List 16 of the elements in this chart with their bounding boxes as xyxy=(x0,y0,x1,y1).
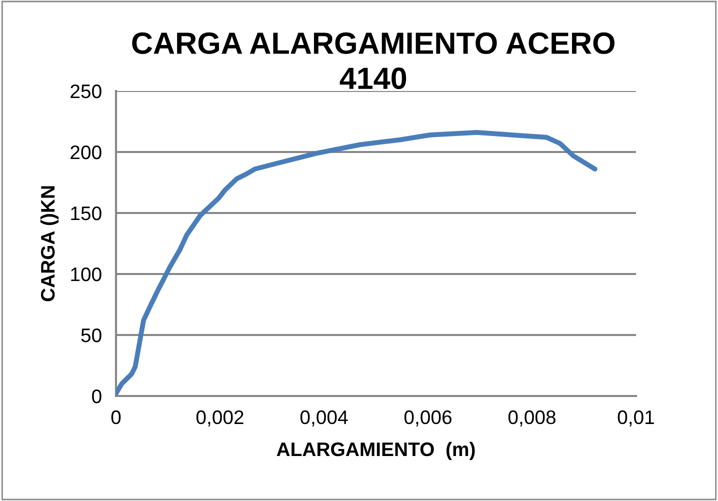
x-tick-label: 0,008 xyxy=(508,410,556,426)
y-axis-title: CARGA ()KN xyxy=(40,186,59,302)
y-tick-label: 150 xyxy=(71,206,102,220)
y-tick-label: 200 xyxy=(70,145,102,160)
x-tick-label: 0,002 xyxy=(196,410,244,426)
chart-title: CARGA ALARGAMIENTO ACERO 4140 xyxy=(132,32,615,90)
y-tick-label: 0 xyxy=(92,389,102,404)
y-tick-label: 100 xyxy=(71,267,102,282)
y-tick-label: 250 xyxy=(70,84,102,98)
x-tick-label: 0,01 xyxy=(618,410,654,426)
line-series xyxy=(116,130,598,396)
x-axis-title: ALARGAMIENTO (m) xyxy=(276,442,475,460)
y-tick-label: 50 xyxy=(81,328,102,342)
x-tick-label: 0,006 xyxy=(404,410,452,426)
x-tick-label: 0,004 xyxy=(300,410,348,426)
x-tick-label: 0 xyxy=(111,410,121,424)
